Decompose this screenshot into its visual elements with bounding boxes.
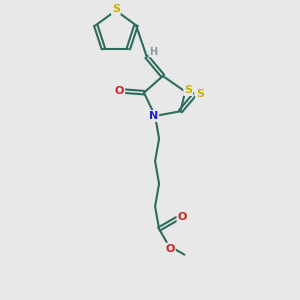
Text: S: S xyxy=(184,85,192,95)
Text: O: O xyxy=(165,244,175,254)
Text: N: N xyxy=(149,111,158,121)
Text: H: H xyxy=(149,46,157,56)
Text: O: O xyxy=(178,212,187,222)
Text: O: O xyxy=(115,86,124,96)
Text: S: S xyxy=(196,89,204,99)
Text: S: S xyxy=(112,4,120,14)
